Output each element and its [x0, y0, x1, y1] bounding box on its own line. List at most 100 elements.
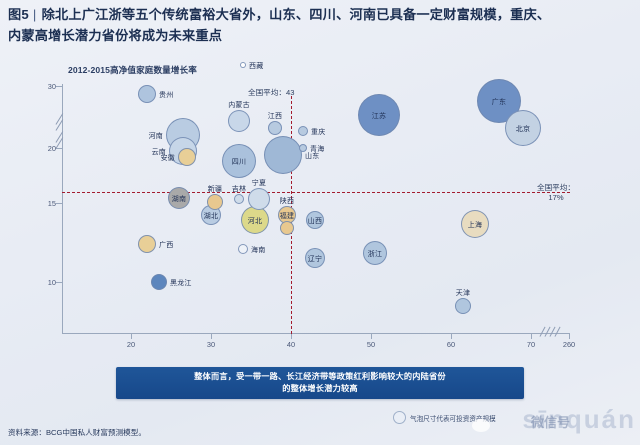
bubble-10	[299, 144, 307, 152]
y-tick-label: 30	[47, 82, 56, 91]
bubble-label: 新疆	[207, 185, 223, 193]
x-tick-label: 20	[126, 340, 136, 349]
bubble-label: 宁夏	[251, 179, 267, 187]
bubble-7	[268, 120, 282, 135]
x-tick-mark	[569, 333, 571, 339]
bubble-label: 江西	[267, 112, 283, 120]
x-tick-label: 260	[562, 340, 576, 349]
header-title-line1: 除北上广江浙等五个传统富裕大省外，山东、四川、河南已具备一定财富规模，重庆、	[41, 7, 551, 22]
bubble-label: 黑龙江	[170, 280, 192, 287]
y-tick-mark	[56, 148, 63, 150]
x-tick-label: 50	[366, 340, 376, 349]
bubble-label: 山西	[307, 218, 323, 226]
bubble-label: 浙江	[367, 250, 383, 258]
bubble-21	[280, 221, 294, 236]
bubble-25	[461, 210, 489, 239]
bubble-label: 吉林	[231, 185, 247, 193]
bubble-label: 贵州	[159, 92, 174, 100]
x-tick-mark	[531, 333, 533, 339]
chart-header: 图5 | 除北上广江浙等五个传统富裕大省外，山东、四川、河南已具备一定财富规模，重庆…	[8, 4, 632, 46]
bubble-6	[222, 144, 256, 179]
bubble-label: 湖南	[171, 195, 187, 203]
bubble-label: 福建	[279, 213, 295, 221]
bubble-9	[298, 125, 308, 136]
bubble-label: 安徽	[160, 155, 175, 163]
bubble-label: 湖北	[203, 213, 219, 220]
bubble-label: 青海	[310, 146, 325, 153]
y-axis-line	[62, 84, 64, 334]
bubble-24	[363, 240, 387, 265]
bubble-18	[248, 187, 270, 210]
national-average-growth-label: 全国平均： 17%	[537, 183, 575, 202]
bubble-label: 天津	[455, 290, 471, 298]
bubble-22	[306, 211, 324, 230]
source-note: 资料来源：BCG中国私人财富预测模型。	[8, 428, 146, 437]
x-tick-mark	[131, 333, 133, 339]
header-line-1: 图5 | 除北上广江浙等五个传统富裕大省外，山东、四川、河南已具备一定财富规模，重庆…	[8, 4, 632, 25]
legend-bubble-icon	[393, 411, 406, 424]
y-axis-break-icon	[55, 112, 72, 131]
bubble-4	[178, 148, 196, 167]
y-tick-mark	[56, 203, 63, 205]
x-axis-line	[62, 333, 570, 335]
banner-line-1: 整体而言，受一带一路、长江经济带等政策红利影响较大的内陆省份	[194, 372, 446, 381]
watermark-text-latin: sīnquán	[522, 404, 636, 434]
bubble-label: 河北	[247, 218, 263, 226]
national-average-count-label: 全国平均：43	[248, 88, 295, 97]
bubble-label: 广西	[159, 242, 174, 250]
y-axis-title: 2012-2015高净值家庭数量增长率	[68, 65, 197, 75]
bubble-28	[151, 274, 167, 290]
bubble-label: 山东	[305, 152, 320, 160]
x-tick-label: 70	[526, 340, 536, 349]
chart-legend: 气泡尺寸代表可投资资产规模	[393, 411, 496, 424]
bubble-label: 江苏	[371, 112, 387, 120]
y-tick-mark	[56, 86, 63, 88]
growth-label-line2: 17%	[548, 192, 564, 202]
summary-banner: 整体而言，受一带一路、长江经济带等政策红利影响较大的内陆省份 的整体增长潜力较高	[116, 367, 524, 399]
bubble-23	[305, 247, 325, 268]
bubble-11	[358, 93, 400, 136]
growth-label-line1: 全国平均：	[537, 183, 575, 192]
y-tick-mark	[56, 282, 63, 284]
x-tick-label: 40	[286, 340, 296, 349]
bubble-15	[207, 193, 223, 210]
header-separator: |	[32, 7, 37, 22]
x-tick-mark	[291, 333, 293, 339]
bubble-17	[234, 193, 244, 204]
bubble-label: 重庆	[311, 128, 326, 136]
bubble-label: 北京	[515, 125, 531, 133]
bubble-0	[138, 85, 156, 104]
legend-label: 气泡尺寸代表可投资资产规模	[410, 415, 496, 423]
figure-tag: 图5	[8, 7, 29, 22]
bubble-26	[138, 235, 156, 254]
bubble-29	[455, 298, 471, 315]
x-tick-mark	[451, 333, 453, 339]
y-tick-label: 20	[47, 144, 56, 153]
bubble-13	[505, 109, 541, 146]
banner-line-2: 的整体增长潜力较高	[282, 384, 358, 393]
bubble-label: 海南	[251, 246, 266, 254]
y-tick-label: 15	[47, 199, 56, 208]
bubble-label: 陕西	[279, 198, 295, 205]
bubble-14	[168, 186, 190, 209]
x-tick-mark	[371, 333, 373, 339]
bubble-1	[240, 61, 246, 68]
bubble-5	[228, 110, 250, 133]
x-tick-label: 30	[206, 340, 216, 349]
bubble-label: 云南	[151, 148, 166, 156]
bubble-label: 内蒙古	[228, 102, 250, 110]
bubble-8	[264, 135, 302, 174]
x-tick-mark	[211, 333, 213, 339]
bubble-label: 辽宁	[307, 255, 323, 263]
header-title-line2: 内蒙高增长潜力省份将成为未来重点	[8, 28, 223, 43]
x-axis-break-icon	[539, 326, 562, 338]
y-tick-label: 10	[47, 278, 56, 287]
national-average-growth-line	[62, 192, 570, 193]
y-axis-break-icon	[55, 130, 72, 149]
bubble-label: 西藏	[249, 62, 264, 70]
bubble-label: 四川	[231, 159, 247, 167]
x-tick-label: 60	[446, 340, 456, 349]
bubble-label: 河南	[148, 132, 163, 140]
bubble-label: 广东	[491, 99, 507, 107]
